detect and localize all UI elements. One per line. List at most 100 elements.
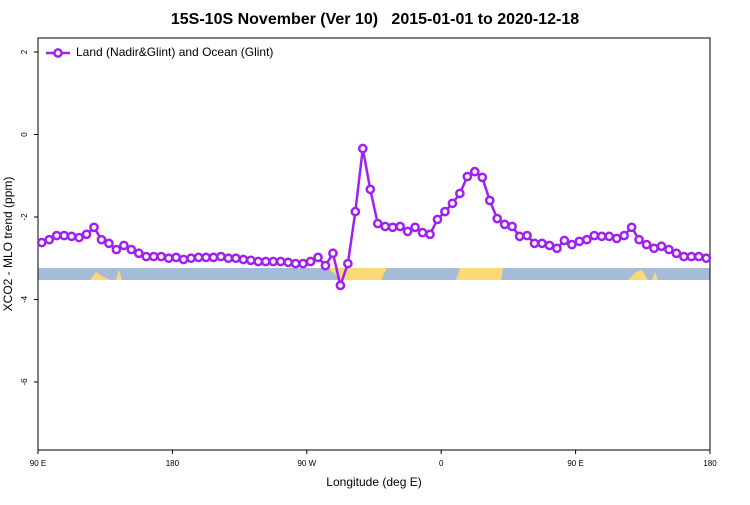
data-point (81, 229, 92, 240)
data-point (260, 256, 271, 267)
data-point (701, 253, 712, 264)
data-point (305, 256, 316, 267)
data-point (193, 252, 204, 263)
data-point (492, 213, 503, 224)
y-tick-label: -2 (20, 213, 29, 221)
y-tick-label: 2 (20, 49, 29, 54)
data-point (133, 248, 144, 259)
land-ocean-strip (38, 268, 710, 280)
data-point (417, 227, 428, 238)
data-point (537, 238, 547, 249)
data-point (387, 222, 398, 233)
data-point (328, 248, 338, 259)
data-point (410, 222, 420, 233)
y-tick-label: -6 (20, 378, 29, 386)
data-point (664, 244, 674, 255)
data-point (604, 231, 615, 242)
legend-label: Land (Nadir&Glint) and Ocean (Glint) (76, 45, 273, 59)
x-tick-label: 180 (166, 459, 180, 468)
data-point (275, 256, 286, 267)
x-axis-label: Longitude (deg E) (326, 475, 421, 489)
data-point (641, 239, 652, 250)
data-point (679, 251, 689, 262)
data-point (238, 254, 249, 265)
data-point (253, 256, 264, 267)
data-point (365, 184, 376, 195)
x-tick-label: 90 E (30, 459, 46, 468)
data-point (51, 230, 62, 241)
data-point (216, 251, 226, 262)
legend-marker (53, 48, 63, 58)
data-point (425, 229, 435, 240)
data-point (343, 258, 353, 269)
chart-title: 15S-10S November (Ver 10) 2015-01-01 to … (171, 11, 579, 28)
data-point (156, 251, 167, 262)
data-point (74, 232, 84, 243)
plot-frame (37, 37, 711, 451)
data-point (298, 258, 308, 269)
data-point (581, 234, 592, 245)
data-point (402, 226, 413, 237)
data-point (313, 252, 323, 263)
x-tick-label: 180 (703, 459, 717, 468)
data-point (104, 238, 114, 249)
data-point (567, 239, 577, 250)
data-point (141, 251, 152, 262)
data-point (619, 230, 629, 241)
data-point (59, 230, 69, 241)
data-point (440, 206, 450, 217)
data-point (66, 231, 77, 242)
y-axis-label: XCO2 - MLO trend (ppm) (1, 177, 15, 312)
data-point (507, 221, 517, 232)
data-point (559, 235, 570, 246)
data-point (671, 248, 682, 259)
data-point (499, 219, 510, 230)
y-tick-label: -4 (20, 295, 29, 303)
data-point (245, 255, 256, 266)
data-point (44, 234, 55, 245)
data-point (89, 222, 99, 233)
data-point (469, 166, 480, 177)
data-point (320, 260, 331, 271)
data-point (290, 258, 301, 269)
data-point (148, 251, 159, 262)
data-point (126, 244, 137, 255)
data-point (455, 188, 465, 199)
data-point (395, 221, 405, 232)
data-point (231, 253, 241, 264)
data-point (372, 218, 383, 229)
data-point (380, 221, 391, 232)
data-point (693, 251, 704, 262)
data-point (649, 243, 659, 254)
data-point (119, 240, 129, 251)
y-tick-label: 0 (20, 132, 29, 137)
data-point (656, 241, 667, 252)
data-point (163, 253, 174, 264)
data-point (611, 233, 622, 244)
data-point (634, 234, 644, 245)
data-point (208, 252, 219, 263)
data-point (186, 253, 196, 264)
data-point (477, 172, 488, 183)
data-point (283, 257, 293, 268)
data-point (626, 222, 637, 233)
data-point (686, 251, 697, 262)
data-point (544, 240, 555, 251)
x-tick-label: 90 E (567, 459, 583, 468)
data-point (171, 252, 181, 263)
data-point (201, 252, 211, 263)
data-point (268, 256, 279, 267)
data-point (96, 234, 107, 245)
data-point (462, 171, 473, 182)
data-point (589, 230, 600, 241)
data-point (357, 143, 368, 154)
series-line (41, 148, 707, 290)
data-point (529, 238, 540, 249)
data-point (574, 236, 585, 247)
data-point (596, 231, 607, 242)
x-tick-label: 0 (439, 459, 444, 468)
x-tick-label: 90 W (297, 459, 316, 468)
data-point (447, 198, 458, 209)
data-point (36, 237, 47, 248)
